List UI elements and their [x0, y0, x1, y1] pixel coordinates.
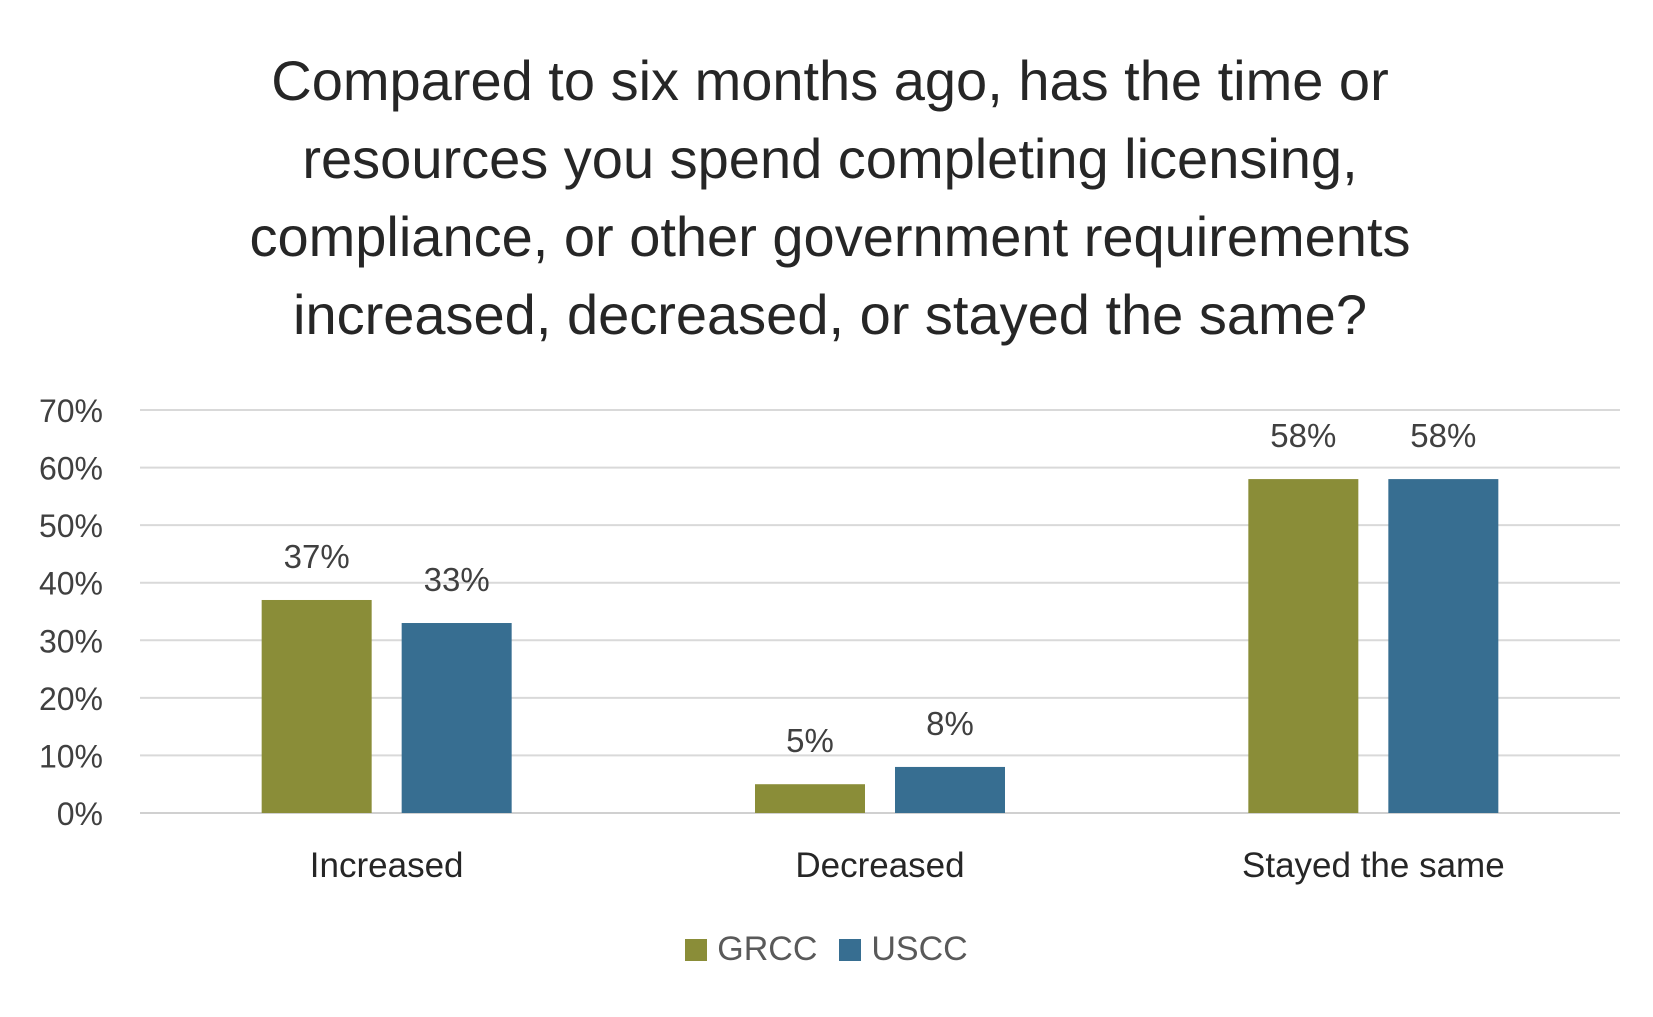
data-label: 37%	[284, 538, 350, 575]
y-tick-label: 10%	[39, 738, 103, 774]
y-tick-label: 20%	[39, 681, 103, 717]
x-tick-label: Stayed the same	[1242, 846, 1505, 885]
chart-title-line: resources you spend completing licensing…	[302, 127, 1358, 190]
data-label: 5%	[786, 722, 834, 759]
chart-title-line: Compared to six months ago, has the time…	[271, 49, 1389, 112]
legend-item-uscc: USCC	[839, 930, 968, 969]
bar-uscc	[1388, 479, 1499, 813]
chart-title-line: compliance, or other government requirem…	[249, 205, 1411, 268]
y-tick-label: 40%	[39, 566, 103, 602]
data-label: 8%	[926, 705, 974, 742]
x-tick-label: Decreased	[795, 846, 964, 885]
legend-label-grcc: GRCC	[717, 930, 818, 968]
bar-grcc	[261, 599, 372, 813]
bar-grcc	[755, 784, 865, 813]
chart-title-line: increased, decreased, or stayed the same…	[293, 283, 1367, 346]
legend-label-uscc: USCC	[871, 930, 968, 968]
chart-title: Compared to six months ago, has the time…	[120, 42, 1540, 354]
y-tick-label: 30%	[39, 623, 103, 659]
y-tick-label: 50%	[39, 508, 103, 544]
bar-uscc	[895, 766, 1005, 813]
data-label: 33%	[424, 561, 490, 598]
legend-swatch-grcc	[685, 938, 708, 961]
x-tick-label: Increased	[310, 846, 464, 885]
bar-grcc	[1248, 479, 1359, 813]
y-tick-label: 70%	[39, 393, 103, 429]
y-tick-label: 0%	[57, 796, 103, 832]
legend-item-grcc: GRCC	[685, 930, 817, 969]
data-label: 58%	[1410, 417, 1476, 454]
data-label: 58%	[1270, 417, 1336, 454]
legend: GRCC USCC	[0, 930, 1653, 969]
bar-uscc	[401, 623, 512, 813]
y-tick-label: 60%	[39, 451, 103, 487]
legend-swatch-uscc	[839, 938, 862, 961]
